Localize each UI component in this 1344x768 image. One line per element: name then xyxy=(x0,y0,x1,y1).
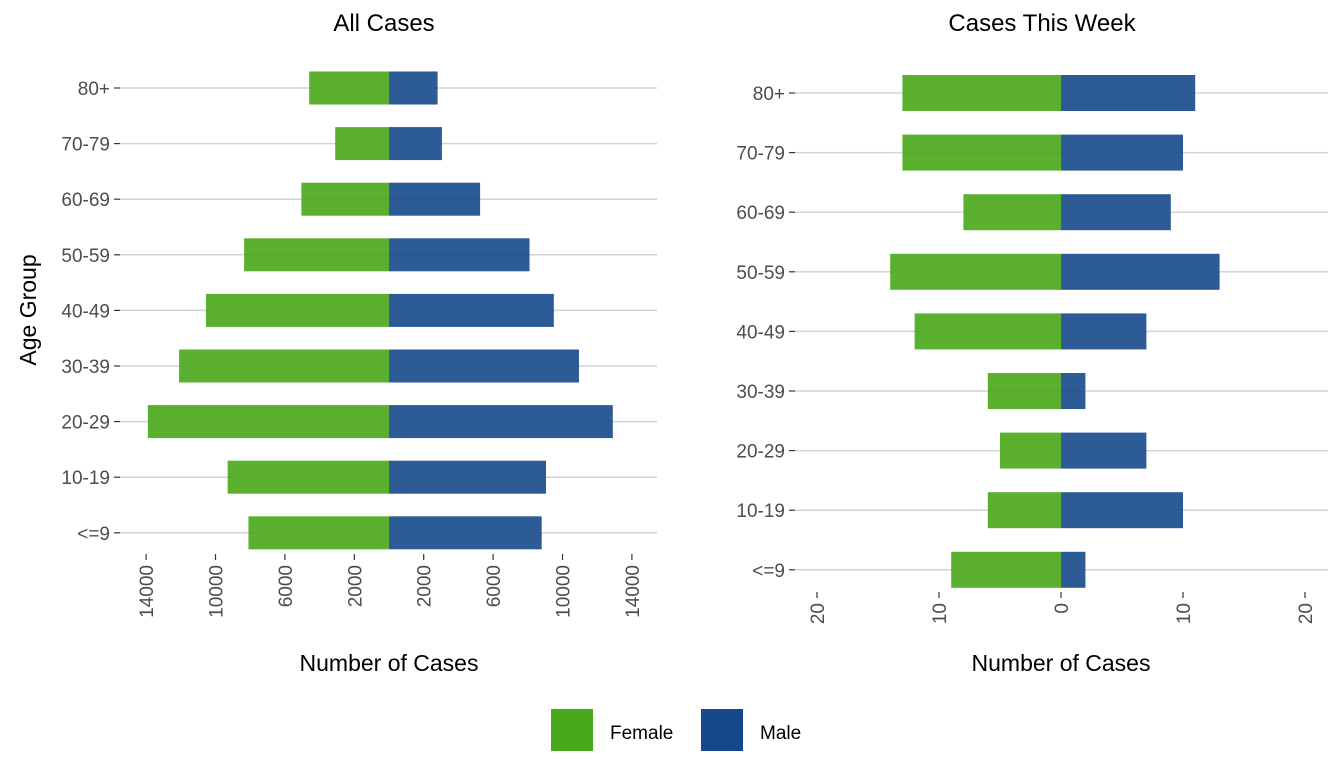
left-bar-male xyxy=(389,71,438,105)
right-bar-female xyxy=(902,134,1061,171)
left-x-tick-label: 2000 xyxy=(415,565,436,607)
right-bar-male xyxy=(1061,194,1171,231)
right-bar-male xyxy=(1061,134,1183,171)
left-bar-male xyxy=(389,182,481,216)
right-chart-title: Cases This Week xyxy=(948,10,1136,37)
right-y-tick-label: 10-19 xyxy=(736,501,785,522)
right-y-tick-label: 80+ xyxy=(753,84,785,105)
right-bar-female xyxy=(914,313,1061,350)
right-y-tick-label: 60-69 xyxy=(736,203,785,224)
right-y-tick-label: 20-29 xyxy=(736,442,785,463)
right-bar-female xyxy=(902,75,1061,111)
right-bar-female xyxy=(963,194,1061,231)
right-x-tick-label: 10 xyxy=(930,603,951,624)
right-y-tick-label: 70-79 xyxy=(736,144,785,165)
left-bar-male xyxy=(389,516,542,550)
left-bar-female xyxy=(335,127,389,161)
legend-label-female: Female xyxy=(610,723,673,744)
left-x-tick-label: 14000 xyxy=(623,565,644,618)
left-y-tick-label: 70-79 xyxy=(61,135,110,156)
left-x-tick-label: 2000 xyxy=(345,565,366,607)
left-bar-female xyxy=(244,238,389,272)
left-y-tick-label: 30-39 xyxy=(61,357,110,378)
left-y-tick-label: 10-19 xyxy=(61,468,110,489)
right-bar-male xyxy=(1061,492,1183,529)
right-bar-female xyxy=(987,373,1061,409)
right-x-tick-label: 10 xyxy=(1174,603,1195,624)
right-bar-male xyxy=(1061,253,1220,290)
left-bar-female xyxy=(179,349,389,383)
right-bar-female xyxy=(987,492,1061,529)
right-bar-female xyxy=(890,253,1061,290)
left-bar-male xyxy=(389,293,554,327)
left-bar-female xyxy=(205,293,389,327)
right-x-tick-label: 20 xyxy=(808,603,829,624)
left-x-tick-label: 10000 xyxy=(554,565,575,618)
left-y-tick-label: 40-49 xyxy=(61,301,110,322)
left-bar-male xyxy=(389,127,442,161)
right-y-tick-label: <=9 xyxy=(752,561,785,582)
left-chart-title: All Cases xyxy=(333,10,434,37)
left-bar-female xyxy=(248,516,389,550)
left-y-tick-label: 80+ xyxy=(78,79,110,100)
left-x-tick-label: 14000 xyxy=(137,565,158,618)
left-bar-male xyxy=(389,349,579,383)
right-bar-male xyxy=(1061,75,1196,111)
right-x-tick-label: 20 xyxy=(1296,603,1317,624)
y-axis-label: Age Group xyxy=(15,254,41,365)
right-y-tick-label: 40-49 xyxy=(736,322,785,343)
legend: Female Male xyxy=(551,709,801,751)
right-x-tick-label: 0 xyxy=(1052,603,1073,614)
right-y-tick-label: 30-39 xyxy=(736,382,785,403)
left-bar-female xyxy=(227,460,389,494)
left-bar-female xyxy=(309,71,389,105)
left-y-tick-label: 50-59 xyxy=(61,246,110,267)
left-x-tick-label: 10000 xyxy=(207,565,228,618)
left-bar-female xyxy=(301,182,389,216)
right-y-tick-label: 50-59 xyxy=(736,263,785,284)
right-bar-male xyxy=(1061,551,1086,588)
left-bar-male xyxy=(389,238,530,272)
legend-swatch-female xyxy=(551,709,593,751)
right-bar-male xyxy=(1061,373,1086,409)
left-bar-male xyxy=(389,460,547,494)
right-bar-male xyxy=(1061,432,1147,469)
right-bar-female xyxy=(1000,432,1061,469)
right-bar-female xyxy=(951,551,1061,588)
left-y-tick-label: 20-29 xyxy=(61,413,110,434)
right-x-axis-label: Number of Cases xyxy=(972,650,1151,676)
left-bar-male xyxy=(389,405,613,439)
legend-swatch-male xyxy=(701,709,743,751)
left-y-tick-label: <=9 xyxy=(77,524,110,545)
left-x-tick-label: 6000 xyxy=(276,565,297,607)
left-y-tick-label: 60-69 xyxy=(61,190,110,211)
left-bar-female xyxy=(147,405,389,439)
right-bar-male xyxy=(1061,313,1147,350)
left-x-axis-label: Number of Cases xyxy=(300,650,479,676)
left-x-tick-label: 6000 xyxy=(484,565,505,607)
legend-label-male: Male xyxy=(760,723,801,744)
